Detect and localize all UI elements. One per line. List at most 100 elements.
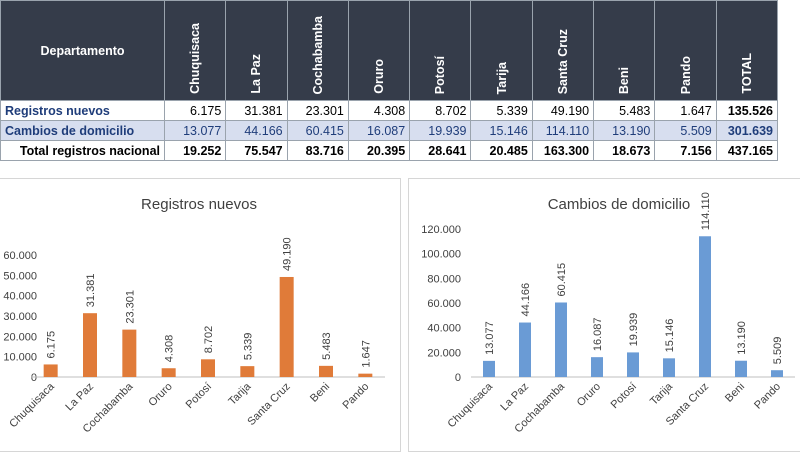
bar [358, 373, 373, 377]
category-label: Pando [752, 381, 783, 412]
category-label: Santa Cruz [245, 381, 292, 428]
y-tick-label: 80.000 [427, 273, 461, 285]
bar [43, 364, 58, 377]
data-label: 8.702 [203, 326, 215, 354]
category-label: Beni [723, 381, 747, 405]
bar [279, 276, 294, 377]
table-cell: 1.647 [654, 100, 717, 121]
category-label: Beni [308, 381, 332, 405]
data-label: 5.483 [321, 332, 333, 360]
category-label: Chuquisaca [446, 380, 496, 430]
chart-svg-cambios-de-domicilio: Cambios de domicilio 0 20.000 40.000 60.000 8… [421, 192, 795, 435]
table-cell: 31.381 [225, 100, 288, 121]
chart-title: Registros nuevos [141, 196, 257, 213]
data-label: 5.339 [242, 333, 254, 361]
bar [627, 352, 639, 377]
category-label: Oruro [146, 381, 174, 409]
table-cell: 23.301 [286, 100, 349, 121]
row-label: Total registros nacional [0, 140, 165, 161]
bar [555, 302, 567, 377]
bar [240, 366, 255, 377]
table-row-registros-nuevos: Registros nuevos 6.175 31.381 23.301 4.3… [0, 100, 779, 121]
data-label: 114.110 [700, 192, 712, 230]
bar [319, 365, 333, 377]
data-label: 1.647 [360, 340, 372, 368]
y-tick-label: 60.000 [427, 298, 461, 310]
y-tick-label: 30.000 [3, 311, 37, 323]
data-label: 23.301 [124, 290, 136, 324]
table-cell: 28.641 [409, 140, 472, 161]
category-label: Pando [340, 381, 371, 412]
bar [663, 358, 675, 377]
header-dept-5: Tarija [470, 0, 533, 101]
table-cell: 5.483 [593, 100, 656, 121]
table-cell: 6.175 [163, 100, 227, 121]
table-cell: 7.156 [654, 140, 717, 161]
y-tick-label: 20.000 [3, 331, 37, 343]
chart-svg-registros-nuevos: Registros nuevos 0 10.000 20.000 30.000 40.00… [3, 196, 385, 435]
bar [771, 370, 783, 377]
header-dept-3: Oruro [347, 0, 411, 101]
category-label: Potosí [184, 381, 215, 412]
table-cell: 19.252 [163, 140, 227, 161]
bar [83, 313, 97, 377]
category-label: Chuquisaca [7, 380, 57, 430]
table-cell: 75.547 [225, 140, 288, 161]
bar [519, 322, 531, 377]
table-cell: 18.673 [593, 140, 656, 161]
y-tick-label: 100.000 [421, 249, 461, 261]
row-label: Registros nuevos [0, 100, 165, 121]
data-label: 60.415 [556, 263, 568, 297]
y-tick-label: 20.000 [427, 347, 461, 359]
data-label: 16.087 [592, 318, 604, 352]
table-cell: 8.702 [409, 100, 472, 121]
bar [161, 368, 176, 377]
category-label: Tarija [226, 380, 254, 408]
data-label: 13.077 [484, 321, 496, 355]
table-cell: 114.110 [531, 120, 595, 141]
table-cell: 60.415 [286, 120, 349, 141]
data-label: 31.381 [85, 274, 97, 308]
table-cell: 20.395 [347, 140, 411, 161]
row-label: Cambios de domicilio [0, 120, 165, 141]
bar [591, 357, 603, 377]
total-cell: 135.526 [715, 100, 779, 121]
header-dept-1: La Paz [225, 0, 288, 101]
chart-cambios-de-domicilio: Cambios de domicilio 0 20.000 40.000 60.000 8… [408, 178, 800, 452]
data-label: 13.190 [736, 321, 748, 355]
header-dept-7: Beni [593, 0, 656, 101]
total-cell: 437.165 [715, 140, 779, 161]
table-cell: 5.509 [654, 120, 717, 141]
table-cell: 163.300 [531, 140, 595, 161]
data-label: 49.190 [282, 237, 294, 271]
y-tick-label: 0 [31, 372, 37, 384]
table-cell: 16.087 [347, 120, 411, 141]
category-label: Potosí [609, 381, 640, 412]
chart-registros-nuevos: Registros nuevos 0 10.000 20.000 30.000 40.00… [0, 178, 401, 452]
table-cell: 19.939 [409, 120, 472, 141]
data-label: 4.308 [164, 335, 176, 363]
table-cell: 13.190 [593, 120, 656, 141]
data-label: 6.175 [46, 331, 58, 359]
total-cell: 301.639 [715, 120, 779, 141]
table-cell: 20.485 [470, 140, 533, 161]
bar [483, 360, 495, 377]
category-label: Tarija [648, 380, 676, 408]
bar [201, 359, 215, 377]
y-tick-label: 120.000 [421, 224, 461, 236]
header-dept-0: Chuquisaca [163, 0, 227, 101]
table-cell: 83.716 [286, 140, 349, 161]
header-dept-8: Pando [654, 0, 717, 101]
category-label: La Paz [498, 381, 531, 414]
category-label: Oruro [575, 381, 603, 409]
y-tick-label: 60.000 [3, 250, 37, 262]
header-departamento: Departamento [0, 0, 165, 101]
table-row-cambios-de-domicilio: Cambios de domicilio 13.077 44.166 60.41… [0, 120, 779, 141]
chart-title: Cambios de domicilio [548, 196, 691, 213]
table-cell: 44.166 [225, 120, 288, 141]
y-tick-label: 40.000 [427, 323, 461, 335]
bar [699, 236, 711, 377]
table-cell: 4.308 [347, 100, 411, 121]
table-row-total: Total registros nacional 19.252 75.547 8… [0, 140, 779, 161]
header-dept-6: Santa Cruz [531, 0, 595, 101]
